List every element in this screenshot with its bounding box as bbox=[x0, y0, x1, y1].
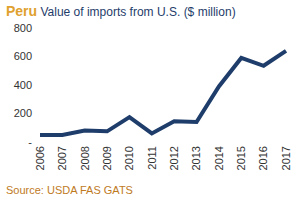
svg-text:800: 800 bbox=[14, 22, 32, 34]
svg-text:2013: 2013 bbox=[190, 146, 202, 170]
svg-text:2007: 2007 bbox=[56, 146, 68, 170]
svg-text:2008: 2008 bbox=[79, 146, 91, 170]
svg-text:2012: 2012 bbox=[168, 146, 180, 170]
svg-text:2016: 2016 bbox=[257, 146, 269, 170]
svg-text:2006: 2006 bbox=[34, 146, 46, 170]
svg-text:-: - bbox=[28, 136, 32, 148]
svg-text:200: 200 bbox=[14, 107, 32, 119]
svg-text:600: 600 bbox=[14, 50, 32, 62]
html-text:Peru Value of imports from U.S: Peru Value of imports from U.S. ($ milli… bbox=[6, 3, 236, 19]
svg-text:2017: 2017 bbox=[280, 146, 292, 170]
svg-text:400: 400 bbox=[14, 79, 32, 91]
svg-text:2015: 2015 bbox=[235, 146, 247, 170]
svg-text:2011: 2011 bbox=[146, 146, 158, 170]
html-text:Source: USDA FAS GATS: Source: USDA FAS GATS bbox=[6, 184, 133, 196]
svg-text:2010: 2010 bbox=[123, 146, 135, 170]
svg-text:2014: 2014 bbox=[213, 146, 225, 170]
svg-text:2009: 2009 bbox=[101, 146, 113, 170]
